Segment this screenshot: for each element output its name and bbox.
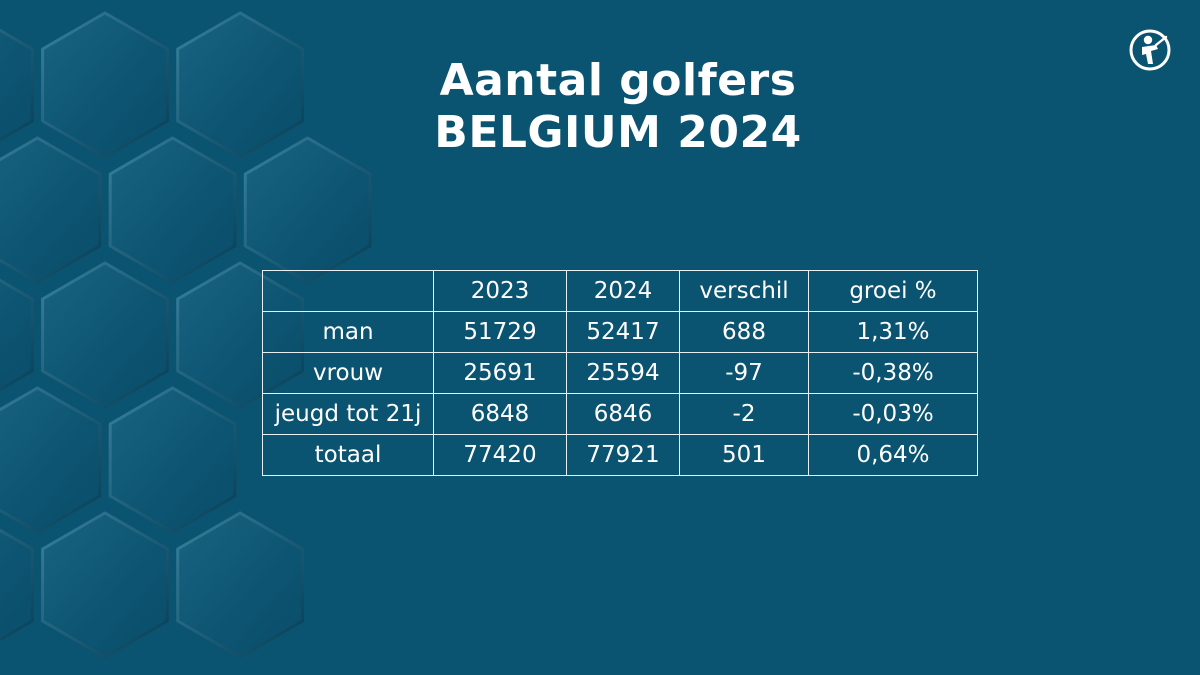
hexagon-shape <box>108 386 237 534</box>
hexagon-shape <box>0 278 34 392</box>
table-row: vrouw 25691 25594 -97 -0,38% <box>262 352 978 394</box>
hexagon-shape <box>176 511 304 659</box>
header-cell-groei: groei % <box>808 270 978 312</box>
cell-year-2023: 77420 <box>433 434 567 476</box>
title-line-2: BELGIUM 2024 <box>434 107 802 158</box>
header-cell-year-2023: 2023 <box>433 270 567 312</box>
table-row: jeugd tot 21j 6848 6846 -2 -0,03% <box>262 393 978 435</box>
hexagon-shape <box>41 11 169 159</box>
hexagon-shape <box>0 28 34 142</box>
cell-year-2024: 52417 <box>566 311 680 353</box>
cell-verschil: -2 <box>679 393 809 435</box>
hexagon-shape <box>41 261 169 409</box>
hexagon-shape <box>176 11 304 159</box>
header-cell-category <box>262 270 434 312</box>
table-row: totaal 77420 77921 501 0,64% <box>262 434 978 476</box>
hexagon-shape <box>243 136 372 284</box>
slide-title: Aantal golfers BELGIUM 2024 <box>318 55 918 159</box>
table-row: man 51729 52417 688 1,31% <box>262 311 978 353</box>
cell-year-2024: 77921 <box>566 434 680 476</box>
title-line-1: Aantal golfers <box>439 55 797 106</box>
cell-verschil: -97 <box>679 352 809 394</box>
hexagon-shape <box>0 528 34 642</box>
table-header-row: 2023 2024 verschil groei % <box>262 270 978 312</box>
hexagon-shape <box>0 386 102 534</box>
cell-groei: -0,38% <box>808 352 978 394</box>
golfer-logo-icon <box>1129 29 1171 71</box>
cell-category: vrouw <box>262 352 434 394</box>
cell-year-2024: 25594 <box>566 352 680 394</box>
cell-category: totaal <box>262 434 434 476</box>
cell-category: man <box>262 311 434 353</box>
header-cell-verschil: verschil <box>679 270 809 312</box>
header-cell-year-2024: 2024 <box>566 270 680 312</box>
cell-groei: 1,31% <box>808 311 978 353</box>
cell-year-2023: 25691 <box>433 352 567 394</box>
cell-verschil: 501 <box>679 434 809 476</box>
golfers-table: 2023 2024 verschil groei % man 51729 52417 688 1… <box>262 270 978 476</box>
hexagon-shape <box>41 511 169 659</box>
hexagon-shape <box>0 136 102 284</box>
cell-category: jeugd tot 21j <box>262 393 434 435</box>
cell-groei: 0,64% <box>808 434 978 476</box>
cell-year-2023: 51729 <box>433 311 567 353</box>
cell-year-2024: 6846 <box>566 393 680 435</box>
cell-verschil: 688 <box>679 311 809 353</box>
cell-year-2023: 6848 <box>433 393 567 435</box>
cell-groei: -0,03% <box>808 393 978 435</box>
hexagon-shape <box>108 136 237 284</box>
